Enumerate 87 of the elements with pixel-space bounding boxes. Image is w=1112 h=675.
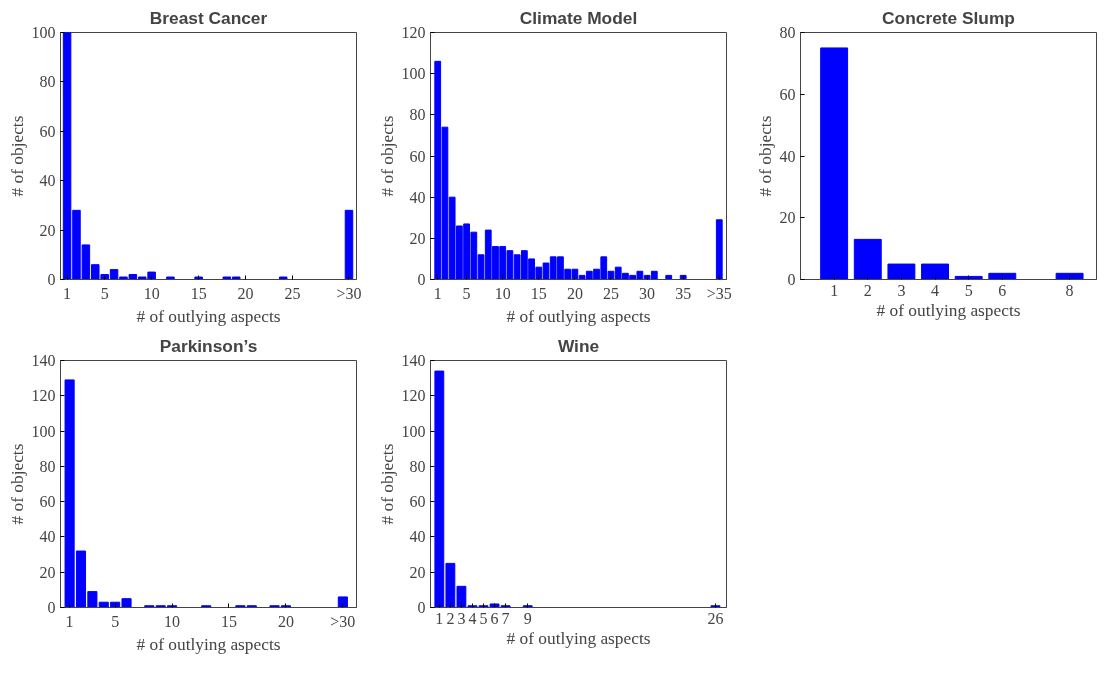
x-tick-label: 7 (501, 609, 510, 627)
chart-title: Climate Model (519, 7, 638, 28)
y-tick-label: 80 (409, 106, 426, 124)
y-tick-label: 20 (779, 209, 796, 227)
x-tick-label: 6 (998, 281, 1007, 299)
y-tick-label: 40 (409, 188, 426, 206)
y-axis-title: # of objects (755, 115, 775, 197)
x-axis-title: # of outlying aspects (506, 306, 651, 326)
x-tick-label: 5 (111, 612, 120, 630)
x-tick-label: 15 (530, 284, 547, 302)
x-tick-label: 15 (190, 284, 207, 302)
y-tick-label: 40 (779, 147, 796, 165)
y-axis-title: # of objects (7, 443, 27, 525)
x-tick-label: 1 (435, 609, 444, 627)
y-tick-label: 20 (39, 563, 56, 581)
y-tick-label: 60 (409, 147, 426, 165)
x-axis-title: # of outlying aspects (506, 628, 651, 648)
x-tick-label: 8 (1065, 281, 1074, 299)
chart-title: Parkinson’s (159, 335, 258, 356)
chart-title: Concrete Slump (882, 7, 1015, 28)
y-tick-label: 100 (401, 422, 426, 440)
y-tick-label: 140 (31, 352, 56, 369)
x-axis-title: # of outlying aspects (136, 306, 281, 326)
x-tick-label: 9 (523, 609, 532, 627)
chart-title: Wine (557, 335, 600, 356)
chart-title: Breast Cancer (149, 7, 268, 28)
x-tick-label: 4 (468, 609, 477, 627)
y-tick-label: 20 (409, 229, 426, 247)
y-axis-title: # of objects (377, 443, 397, 525)
x-tick-label: 1 (63, 284, 72, 302)
x-tick-label: 20 (237, 284, 254, 302)
x-tick-label: 30 (639, 284, 656, 302)
x-tick-label: 3 (897, 281, 906, 299)
x-tick-label: 2 (446, 609, 455, 627)
x-tick-label: >30 (336, 284, 362, 302)
y-tick-label: 120 (31, 387, 56, 405)
y-tick-label: 80 (409, 457, 426, 475)
y-tick-label: 80 (779, 24, 796, 41)
y-tick-label: 100 (401, 65, 426, 83)
y-tick-label: 0 (787, 271, 796, 288)
x-tick-label: 26 (707, 609, 724, 627)
x-tick-label: 20 (277, 612, 294, 630)
y-tick-label: 0 (47, 599, 56, 616)
y-tick-label: 120 (401, 387, 426, 405)
x-tick-label: 15 (220, 612, 237, 630)
y-tick-label: 100 (31, 422, 56, 440)
x-tick-label: 1 (65, 612, 74, 630)
y-tick-label: 80 (39, 73, 56, 91)
y-axis-title: # of objects (377, 115, 397, 197)
y-axis-title: # of objects (7, 115, 27, 197)
y-tick-label: 120 (401, 24, 426, 41)
y-tick-label: 100 (31, 24, 56, 41)
y-tick-label: 20 (39, 221, 56, 239)
x-tick-label: 5 (462, 284, 471, 302)
x-tick-label: 20 (566, 284, 583, 302)
y-tick-label: 40 (39, 528, 56, 546)
y-tick-label: 60 (409, 493, 426, 511)
x-tick-label: 5 (479, 609, 488, 627)
x-tick-label: 35 (675, 284, 692, 302)
y-tick-label: 40 (409, 528, 426, 546)
x-tick-label: 6 (490, 609, 499, 627)
y-tick-label: 0 (417, 599, 426, 616)
x-tick-label: 3 (457, 609, 466, 627)
y-tick-label: 0 (417, 271, 426, 288)
x-tick-label: 4 (931, 281, 940, 299)
y-tick-label: 60 (39, 122, 56, 140)
x-tick-label: 5 (964, 281, 973, 299)
y-tick-label: 40 (39, 172, 56, 190)
y-tick-label: 0 (47, 271, 56, 288)
y-tick-label: 80 (39, 457, 56, 475)
y-tick-label: 60 (39, 493, 56, 511)
x-tick-label: 2 (863, 281, 872, 299)
y-tick-label: 60 (779, 85, 796, 103)
x-tick-label: 1 (433, 284, 442, 302)
x-tick-label: 10 (164, 612, 181, 630)
x-tick-label: 1 (830, 281, 839, 299)
y-tick-label: 140 (401, 352, 426, 369)
x-tick-label: >30 (330, 612, 356, 630)
x-tick-label: 10 (494, 284, 511, 302)
x-tick-label: 25 (284, 284, 301, 302)
x-tick-label: >35 (706, 284, 732, 302)
x-axis-title: # of outlying aspects (136, 634, 281, 654)
x-tick-label: 10 (143, 284, 160, 302)
x-tick-label: 5 (100, 284, 109, 302)
x-axis-title: # of outlying aspects (876, 300, 1021, 320)
x-tick-label: 25 (602, 284, 619, 302)
y-tick-label: 20 (409, 563, 426, 581)
